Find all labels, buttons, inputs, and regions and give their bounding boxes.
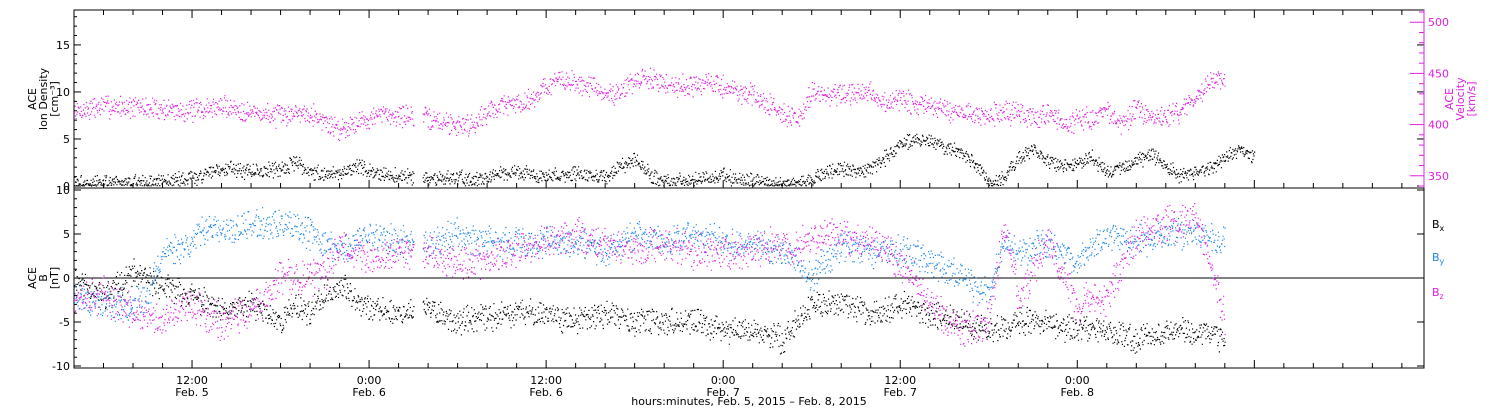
top-right-label-line3: [km/s] (1465, 81, 1478, 116)
top-right-label-line2: Velocity (1454, 77, 1467, 121)
bottom-legend: Bx By Bz (1432, 218, 1445, 301)
top-left-label-line1: ACE (26, 88, 39, 110)
top-right-label-line1: ACE (1443, 88, 1456, 110)
x-tick-label-date: Feb. 6 (529, 386, 562, 399)
bottom-left-label-line1: ACE (26, 267, 39, 289)
x-tick-label-date: Feb. 7 (883, 386, 916, 399)
bottom-left-label-line3: [nT] (48, 267, 61, 289)
legend-entry: By (1432, 251, 1445, 266)
legend-entry: Bz (1432, 286, 1444, 301)
x-tick-label-time: 12:00 (176, 374, 208, 387)
x-tick-label-time: 0:00 (357, 374, 382, 387)
x-tick-label-date: Feb. 7 (706, 386, 739, 399)
top-left-tick-label: 0 (63, 180, 70, 193)
ion-density-series (74, 133, 1256, 187)
x-tick-label-date: Feb. 5 (175, 386, 208, 399)
top-series (74, 67, 1256, 187)
legend-subscript: x (1440, 224, 1445, 233)
x-tick-label-time: 12:00 (530, 374, 562, 387)
b-bx-series (74, 258, 1226, 355)
legend-subscript: z (1440, 292, 1444, 301)
top-left-label-line2: Ion Density (37, 67, 50, 130)
bottom-left-tick-label: 5 (63, 228, 70, 241)
legend-entry: Bx (1432, 218, 1445, 233)
top-left-label-line3: [cm⁻³] (48, 81, 61, 117)
x-tick-label-time: 12:00 (884, 374, 916, 387)
x-axis-title: hours:minutes, Feb. 5, 2015 – Feb. 8, 20… (631, 395, 867, 408)
b-bz-series (74, 203, 1226, 347)
bottom-left-tick-label: 0 (63, 272, 70, 285)
x-tick-label-date: Feb. 8 (1061, 386, 1094, 399)
bottom-left-tick-label: -10 (52, 360, 70, 373)
top-left-axis: 0 5 10 15 (56, 16, 1424, 193)
top-left-tick-label: 15 (56, 39, 70, 52)
x-tick-label-time: 0:00 (1065, 374, 1090, 387)
top-left-tick-label: 10 (56, 86, 70, 99)
top-panel: 0 5 10 15 350 400 450 500 ACE Ion Density [cm⁻… (26, 9, 1478, 193)
x-tick-label-time: 0:00 (711, 374, 736, 387)
bottom-left-axis: -10 -5 0 5 10 (52, 184, 1424, 373)
top-right-tick-label: 450 (1428, 67, 1449, 80)
bottom-left-label-line2: B (37, 274, 50, 282)
b-by-series (74, 207, 1226, 322)
top-left-tick-label: 5 (63, 133, 70, 146)
top-right-axis: 350 400 450 500 (1410, 10, 1449, 188)
legend-subscript: y (1440, 257, 1445, 266)
bottom-panel: -10 -5 0 5 10 ACE B [nT] Bx By Bz (26, 184, 1445, 373)
bottom-series (74, 203, 1226, 355)
top-right-tick-label: 350 (1428, 170, 1449, 183)
velocity-series (74, 67, 1226, 142)
x-tick-label-date: Feb. 6 (352, 386, 385, 399)
bottom-left-tick-label: -5 (59, 316, 70, 329)
bottom-left-tick-label: 10 (56, 184, 70, 197)
top-right-tick-label: 400 (1428, 119, 1449, 132)
top-right-tick-label: 500 (1428, 16, 1449, 29)
